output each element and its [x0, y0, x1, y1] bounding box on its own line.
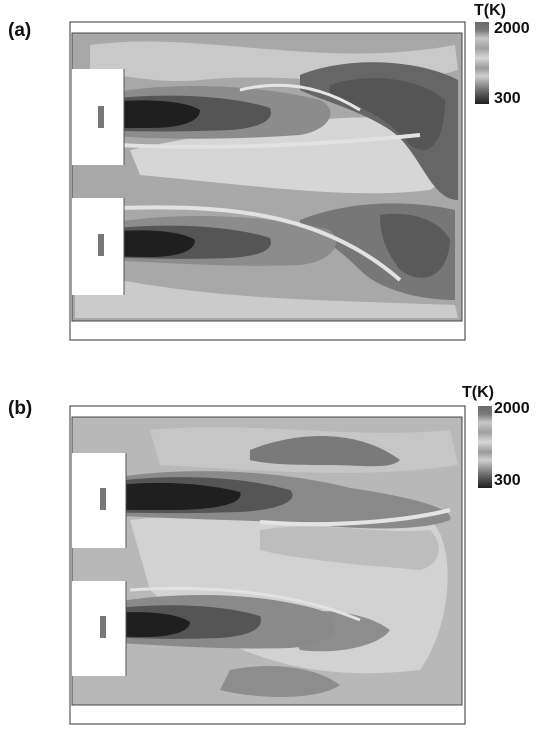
panel-label-b: (b) [8, 398, 33, 419]
jet-b-upper-core [100, 482, 241, 510]
contour-b-4 [260, 526, 439, 570]
nozzle-a-upper [98, 106, 104, 128]
temperature-field-b [69, 405, 466, 725]
colorbar-min-a: 300 [494, 90, 521, 107]
colorbar-b [478, 406, 492, 488]
ribbon-a-2 [119, 205, 402, 282]
panel-a: (a) T(K) 2000 300 [0, 0, 539, 360]
nozzle-a-lower [98, 234, 104, 256]
colorbar-title-b: T(K) [462, 384, 494, 401]
ribbon-a-1 [119, 133, 421, 149]
ribbon-a-3 [239, 83, 361, 112]
contour-a-5 [330, 78, 445, 150]
colorbar-max-a: 2000 [494, 20, 530, 37]
colorbar-a [475, 22, 489, 104]
ribbon-b-1 [259, 508, 451, 527]
nozzle-b-upper [100, 488, 106, 510]
ribbon-b-2 [129, 586, 361, 622]
contour-b-6 [220, 665, 340, 697]
contour-a-7 [380, 213, 450, 278]
nozzle-b-lower [100, 616, 106, 638]
contour-b-3 [250, 436, 400, 467]
panel-b: (b) T(K) 2000 300 [0, 370, 539, 730]
contour-a-3 [75, 280, 458, 318]
inlet-block-b-lower [72, 581, 126, 676]
jet-a-upper-core [100, 100, 200, 128]
temperature-field-a [69, 21, 466, 341]
inlet-block-b-upper [72, 453, 126, 548]
colorbar-title-a: T(K) [474, 2, 506, 19]
colorbar-min-b: 300 [494, 472, 521, 489]
colorbar-max-b: 2000 [494, 400, 530, 417]
panel-label-a: (a) [8, 20, 32, 41]
